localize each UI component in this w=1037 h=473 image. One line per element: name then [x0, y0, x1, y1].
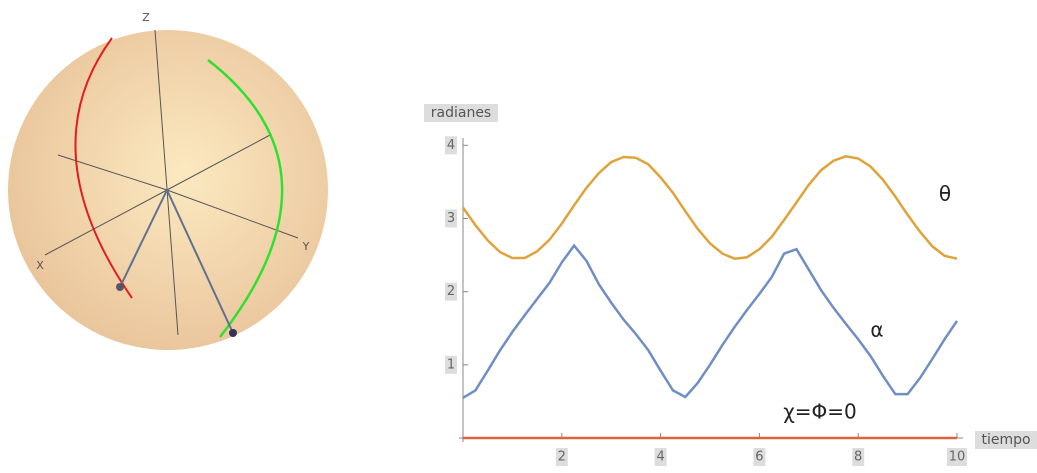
page: Z X Y radianes tiempo 1 2 3 4 2 4 6 8 10 θ α χ=Φ=0: [0, 0, 1037, 469]
series-label: θ: [939, 182, 951, 206]
series-label: χ=Φ=0: [783, 400, 857, 424]
x-tick-label: 4: [656, 450, 664, 465]
axis-label: Z: [142, 11, 150, 24]
y-tick-label: 2: [447, 284, 455, 299]
y-tick-label: 4: [447, 138, 455, 153]
axis-label: Y: [302, 240, 310, 253]
chart: radianes tiempo: [424, 104, 1037, 449]
x-tick-label: 2: [558, 450, 566, 465]
y-tick-label: 3: [447, 211, 455, 226]
x-tick-label: 10: [949, 450, 966, 465]
axis-label: X: [36, 259, 44, 272]
y-tick-label: 1: [447, 357, 455, 372]
x-tick-label: 6: [755, 450, 763, 465]
x-axis-label: tiempo: [981, 432, 1030, 448]
series-line: [463, 156, 957, 258]
x-tick-label: 8: [854, 450, 862, 465]
y-axis-label: radianes: [431, 105, 491, 121]
series-label: α: [870, 318, 883, 342]
sphere: Z X Y: [8, 11, 328, 350]
point: [116, 283, 124, 291]
point: [229, 329, 237, 337]
